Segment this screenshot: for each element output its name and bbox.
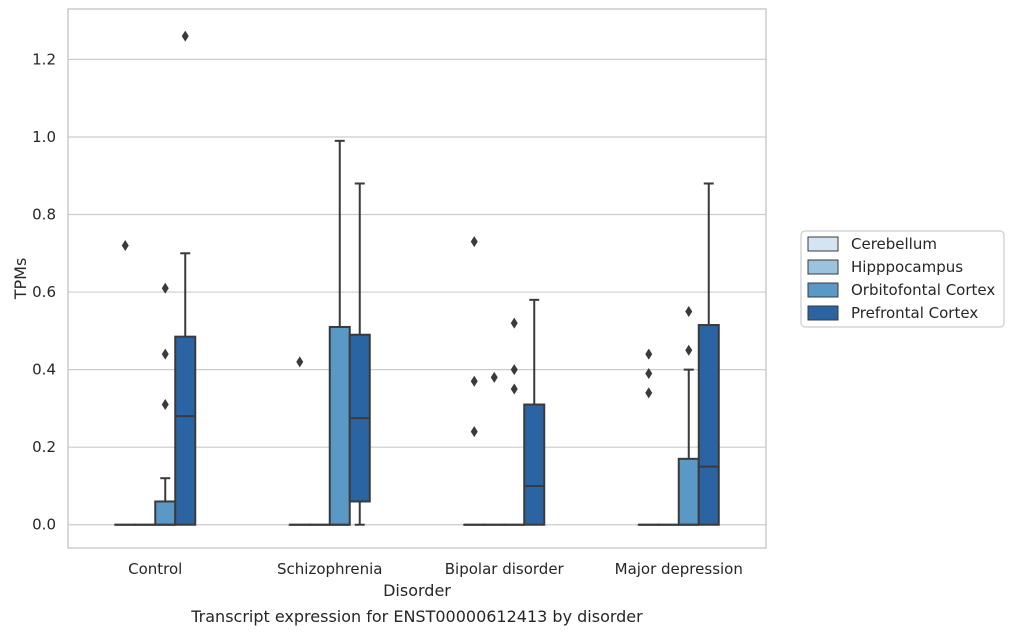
outlier-point [510, 364, 518, 376]
outlier-point [161, 399, 169, 411]
y-tick-label: 0.6 [32, 283, 56, 301]
x-tick-label: Bipolar disorder [445, 560, 565, 578]
box-orbitofontal-cortex [503, 317, 526, 526]
legend-label: Orbitofontal Cortex [851, 281, 995, 299]
legend-frame [800, 230, 1005, 328]
outlier-point [685, 305, 693, 317]
outlier-point [181, 30, 189, 42]
box-cerebellum [463, 236, 486, 526]
x-tick-labels: Control Schizophrenia Bipolar disorder Majo… [128, 560, 743, 578]
outlier-point [470, 375, 478, 387]
box-prefrontal-cortex [697, 182, 720, 526]
box [677, 457, 700, 526]
legend-swatch [807, 236, 839, 252]
box-orbitofontal-cortex [328, 139, 351, 526]
box-orbitofontal-cortex [677, 305, 700, 526]
x-tick-label: Major depression [615, 560, 743, 578]
outlier-point [296, 356, 304, 368]
outlier-point [685, 344, 693, 356]
outlier-point [121, 240, 129, 252]
legend: Cerebellum Hipppocampus Orbitofontal Corte… [800, 230, 1005, 328]
legend-swatch [807, 259, 839, 275]
legend-label: Hipppocampus [851, 258, 963, 276]
box-cerebellum [637, 348, 660, 526]
y-tick-label: 1.0 [32, 128, 56, 146]
outlier-point [161, 282, 169, 294]
y-tick-label: 0.0 [32, 516, 56, 534]
box-series [114, 30, 720, 526]
box-prefrontal-cortex [523, 298, 546, 526]
plot-frame [67, 8, 767, 549]
outlier-point [470, 426, 478, 438]
box [523, 403, 546, 526]
y-tick-label: 1.2 [32, 50, 56, 68]
box [154, 500, 177, 526]
y-tick-label: 0.2 [32, 438, 56, 456]
x-tick-label: Control [128, 560, 182, 578]
outlier-point [161, 348, 169, 360]
legend-label: Prefrontal Cortex [851, 304, 978, 322]
box [697, 324, 720, 526]
box-prefrontal-cortex [348, 182, 371, 526]
box-orbitofontal-cortex [154, 282, 177, 526]
box-hipppocampus [483, 371, 506, 526]
x-tick-label: Schizophrenia [277, 560, 382, 578]
box-cerebellum [288, 356, 311, 526]
outlier-point [645, 368, 653, 380]
box-prefrontal-cortex [174, 30, 197, 526]
y-axis-label: TPMs [11, 258, 30, 301]
outlier-point [645, 348, 653, 360]
box [328, 325, 351, 526]
legend-swatch [807, 282, 839, 298]
gridlines [68, 58, 766, 526]
box [174, 335, 197, 526]
outlier-point [470, 236, 478, 248]
legend-label: Cerebellum [851, 235, 937, 253]
outlier-point [490, 371, 498, 383]
chart-caption: Transcript expression for ENST0000061241… [190, 607, 643, 626]
outlier-point [510, 317, 518, 329]
outlier-point [510, 383, 518, 395]
outlier-point [645, 387, 653, 399]
legend-swatch [807, 305, 839, 321]
y-tick-label: 0.8 [32, 206, 56, 224]
x-axis-label: Disorder [383, 581, 451, 600]
box-cerebellum [114, 240, 137, 526]
y-tick-labels: 0.0 0.2 0.4 0.6 0.8 1.0 1.2 [32, 50, 56, 533]
y-tick-label: 0.4 [32, 361, 56, 379]
